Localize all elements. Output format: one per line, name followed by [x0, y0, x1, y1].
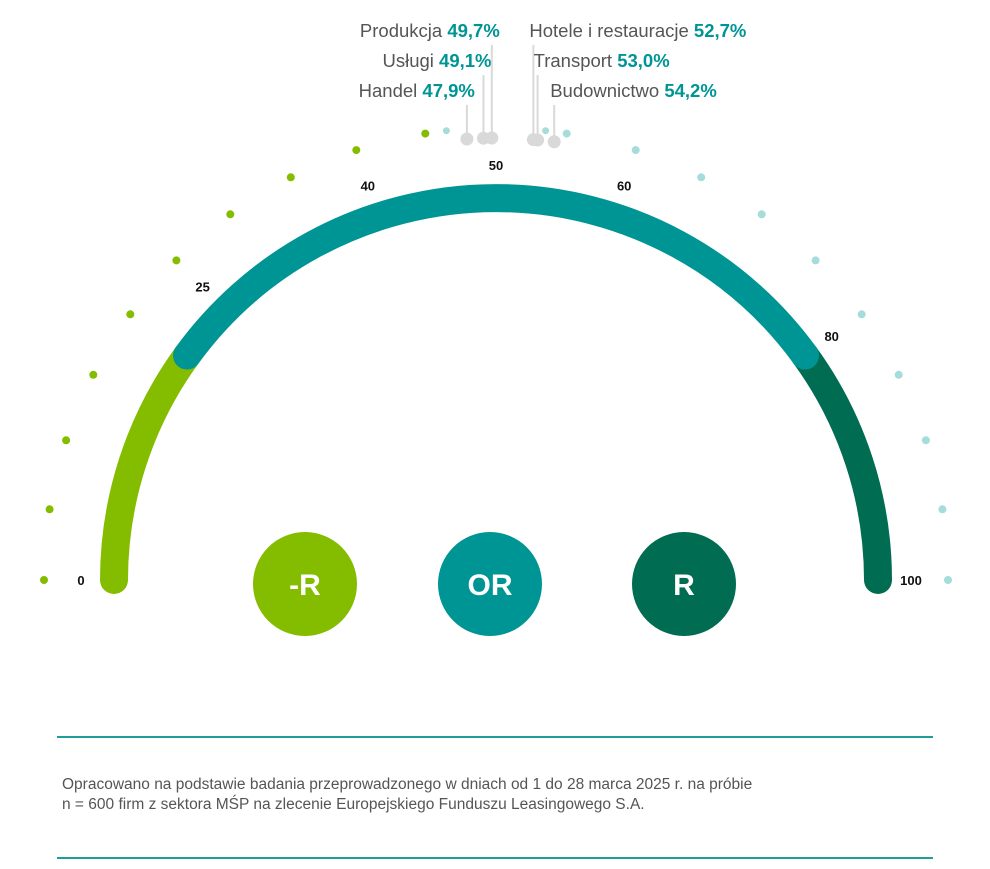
top-divider [57, 736, 933, 738]
tick-label-50: 50 [489, 158, 503, 173]
tick-label-25: 25 [195, 280, 209, 295]
scale-dot [631, 146, 640, 155]
scale-dot [89, 370, 98, 379]
indicator-value: 49,7% [447, 20, 499, 41]
indicator-marker [460, 132, 474, 146]
scale-dot [921, 436, 930, 445]
gauge-chart: 0 25 40 50 60 80 100 Handel 47,9% Usługi 49,1% Pr… [40, 20, 952, 636]
scale-dot [697, 173, 706, 182]
gauge-zone-high [791, 341, 892, 594]
badge-2-circle [438, 532, 542, 636]
scale-dot [938, 505, 947, 514]
indicator-marker [485, 131, 499, 145]
indicator-value: 53,0% [617, 50, 669, 71]
indicator-value: 47,9% [422, 80, 474, 101]
badge-2-text: OR [468, 569, 513, 602]
tick-label-80: 80 [824, 329, 838, 344]
scale-dot [421, 129, 430, 138]
scale-dot [944, 576, 952, 584]
tick-label-100: 100 [900, 573, 922, 588]
indicator-name: Produkcja [360, 20, 447, 41]
scale-dot [226, 210, 235, 219]
scale-dot [286, 173, 295, 182]
scale-dot [40, 576, 48, 584]
gauge-zone-low [100, 341, 201, 594]
indicator-name: Hotele i restauracje [529, 20, 694, 41]
scale-dot [562, 129, 571, 138]
scale-dot [857, 310, 866, 319]
scale-dot [811, 256, 820, 265]
source-note: Opracowano na podstawie badania przeprow… [62, 775, 942, 815]
tick-label-0: 0 [77, 573, 84, 588]
indicator-marker [531, 133, 545, 147]
bottom-divider [57, 857, 933, 859]
tick-label-60: 60 [617, 178, 631, 193]
indicator-label: Budownictwo 54,2% [550, 80, 717, 101]
indicator-name: Handel [359, 80, 423, 101]
indicator-value: 49,1% [439, 50, 491, 71]
scale-dot [757, 210, 766, 219]
scale-dot [442, 127, 450, 135]
indicator-label: Hotele i restauracje 52,7% [529, 20, 746, 41]
indicator-label: Usługi 49,1% [382, 50, 491, 71]
indicator-label: Handel 47,9% [359, 80, 475, 101]
scale-dot [172, 256, 181, 265]
scale-dot [62, 436, 71, 445]
indicator-value: 52,7% [694, 20, 746, 41]
indicator-marker [547, 135, 561, 149]
source-note-line-2: n = 600 firm z sektora MŚP na zlecenie E… [62, 796, 645, 813]
gauge-zone-mid [173, 184, 819, 370]
scale-dot [352, 146, 361, 155]
indicator-label: Transport 53,0% [534, 50, 670, 71]
source-note-line-1: Opracowano na podstawie badania przeprow… [62, 776, 753, 793]
scale-dot [894, 370, 903, 379]
indicator-value: 54,2% [664, 80, 716, 101]
scale-dot [126, 310, 135, 319]
badge-1-circle [253, 532, 357, 636]
indicator-label: Produkcja 49,7% [360, 20, 500, 41]
indicator-name: Budownictwo [550, 80, 664, 101]
scale-dot [45, 505, 54, 514]
tick-label-40: 40 [361, 178, 375, 193]
indicator-name: Usługi [382, 50, 439, 71]
badge-3-circle [632, 532, 736, 636]
badge-1-text: -R [289, 569, 321, 602]
indicator-name: Transport [534, 50, 618, 71]
scale-dot [542, 127, 550, 135]
badge-3-text: R [673, 569, 695, 602]
